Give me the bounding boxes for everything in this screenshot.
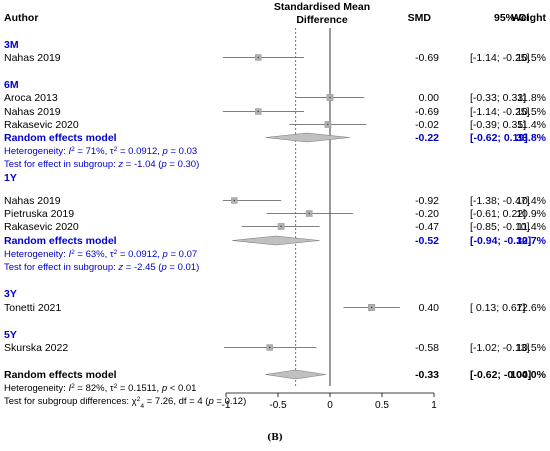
- overall-ci: [-0.62; -0.04]: [470, 369, 531, 381]
- study-ci: [-1.14; -0.25]: [470, 106, 530, 118]
- header-weight: Weight: [511, 12, 546, 24]
- study-weight: 12.6%: [516, 302, 546, 314]
- study-author: Aroca 2013: [4, 92, 58, 104]
- study-weight: 10.5%: [516, 52, 546, 64]
- x-tick-label: 0: [327, 400, 333, 411]
- study-ci: [-1.02; -0.13]: [470, 342, 530, 354]
- subgroup-label: 6M: [4, 79, 19, 91]
- study-weight: 10.4%: [516, 195, 546, 207]
- pooled-weight: 32.7%: [516, 235, 546, 247]
- study-smd: 0.40: [419, 302, 440, 314]
- study-point: [370, 306, 373, 309]
- subgroup-label: 3Y: [4, 288, 17, 300]
- study-ci: [-0.33; 0.33]: [470, 92, 526, 104]
- study-weight: 10.5%: [516, 342, 546, 354]
- study-smd: -0.47: [415, 221, 439, 233]
- study-ci: [-0.61; 0.22]: [470, 208, 526, 220]
- study-point: [308, 212, 310, 215]
- overall-label: Random effects model: [4, 369, 117, 381]
- study-author: Rakasevic 2020: [4, 119, 79, 131]
- heterogeneity-text: Heterogeneity: I2 = 71%, τ2 = 0.0912, p …: [4, 146, 197, 158]
- x-tick-label: -0.5: [269, 400, 287, 411]
- study-author: Nahas 2019: [4, 106, 61, 118]
- pooled-smd: -0.22: [415, 132, 439, 144]
- study-smd: -0.58: [415, 342, 439, 354]
- study-weight: 11.4%: [517, 221, 546, 233]
- study-point: [268, 346, 271, 349]
- study-ci: [-0.85; -0.10]: [470, 221, 530, 233]
- subgroup-label: 3M: [4, 39, 19, 51]
- x-tick-label: 0.5: [375, 400, 389, 411]
- study-ci: [ 0.13; 0.67]: [470, 302, 526, 314]
- study-point: [233, 199, 236, 202]
- study-ci: [-0.39; 0.35]: [470, 119, 526, 131]
- figure-caption: (B): [266, 433, 284, 443]
- overall-diamond: [265, 369, 326, 380]
- study-point: [257, 110, 259, 113]
- study-point: [329, 96, 331, 99]
- pooled-label: Random effects model: [4, 132, 117, 144]
- study-point: [327, 123, 329, 126]
- pooled-diamond: [265, 132, 350, 143]
- study-ci: [-1.38; -0.47]: [470, 195, 530, 207]
- study-weight: 10.5%: [516, 106, 546, 118]
- pooled-diamond: [232, 235, 320, 246]
- overall-smd: -0.33: [415, 369, 439, 381]
- study-author: Skurska 2022: [4, 342, 68, 354]
- pooled-smd: -0.52: [415, 235, 439, 247]
- study-smd: -0.02: [415, 119, 439, 131]
- overall-heterogeneity-text: Heterogeneity: I2 = 82%, τ2 = 0.1511, p …: [4, 383, 196, 395]
- overall-weight: 100.0%: [510, 369, 546, 381]
- study-weight: 10.9%: [516, 208, 546, 220]
- header-smd: SMD: [408, 12, 432, 24]
- header-author: Author: [4, 12, 38, 24]
- subgroup-label: 1Y: [4, 172, 17, 184]
- subgroup-differences-text: Test for subgroup differences: χ24 = 7.2…: [4, 396, 246, 410]
- x-tick-label: -1: [222, 400, 231, 411]
- heterogeneity-text: Heterogeneity: I2 = 63%, τ2 = 0.0912, p …: [4, 249, 197, 261]
- study-smd: -0.69: [415, 52, 439, 64]
- study-author: Nahas 2019: [4, 52, 61, 64]
- pooled-weight: 33.8%: [516, 132, 546, 144]
- study-weight: 11.8%: [517, 92, 546, 104]
- x-tick-label: 1: [431, 400, 437, 411]
- effect-test-text: Test for effect in subgroup: z = -1.04 (…: [4, 159, 199, 170]
- study-smd: 0.00: [419, 92, 440, 104]
- header-plot-title: Standardised Mean: [274, 1, 370, 13]
- effect-test-text: Test for effect in subgroup: z = -2.45 (…: [4, 262, 199, 273]
- pooled-label: Random effects model: [4, 235, 117, 247]
- header-ci: 95%-CI: [494, 12, 529, 24]
- study-author: Nahas 2019: [4, 195, 61, 207]
- pooled-ci: [-0.94; -0.10]: [470, 235, 531, 247]
- study-weight: 11.4%: [517, 119, 546, 131]
- study-smd: -0.20: [415, 208, 439, 220]
- study-point: [280, 225, 282, 228]
- study-author: Rakasevic 2020: [4, 221, 79, 233]
- study-smd: -0.92: [415, 195, 439, 207]
- pooled-ci: [-0.62; 0.19]: [470, 132, 528, 144]
- study-point: [257, 56, 259, 59]
- study-ci: [-1.14; -0.25]: [470, 52, 530, 64]
- study-author: Pietruska 2019: [4, 208, 74, 220]
- header-plot-title-2: Difference: [296, 14, 348, 26]
- study-author: Tonetti 2021: [4, 302, 61, 314]
- study-smd: -0.69: [415, 106, 439, 118]
- subgroup-label: 5Y: [4, 329, 17, 341]
